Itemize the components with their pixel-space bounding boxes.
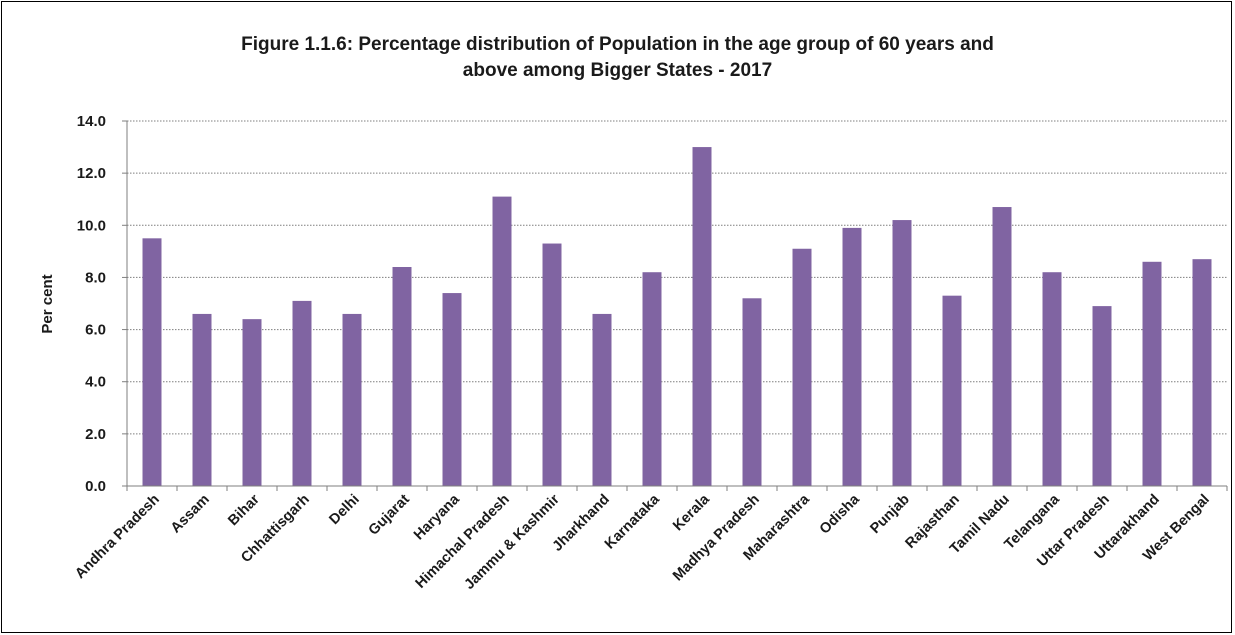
bar-madhya-pradesh: [742, 298, 762, 486]
bar-telangana: [1042, 272, 1062, 486]
bar-kerala: [692, 147, 712, 487]
y-tick-labels: 0.0 2.0 4.0 6.0 8.0 10.0 12.0 14.0: [77, 113, 127, 495]
x-tick-label: Delhi: [326, 492, 362, 528]
bar-tamil-nadu: [992, 207, 1012, 487]
bar-punjab: [892, 220, 912, 487]
x-tick-label: Punjab: [867, 491, 913, 537]
x-tick-label: Jammu & Kashmir: [461, 491, 563, 593]
chart-title: Figure 1.1.6: Percentage distribution of…: [0, 32, 1235, 84]
bars: [142, 147, 1212, 487]
y-tick-label: 8.0: [85, 269, 106, 286]
bar-karnataka: [642, 272, 662, 486]
axes: [126, 121, 1228, 491]
bar-odisha: [842, 227, 862, 486]
x-tick-label: Gujarat: [366, 491, 413, 538]
y-tick-label: 14.0: [77, 113, 106, 130]
x-tick-label: Assam: [168, 492, 213, 537]
y-tick-label: 2.0: [85, 426, 106, 443]
x-tick-label: Himachal Pradesh: [413, 492, 513, 592]
y-tick-label: 0.0: [85, 478, 106, 495]
bar-chhattisgarh: [292, 300, 312, 486]
bar-jammu-kashmir: [542, 243, 562, 486]
bar-uttarakhand: [1142, 261, 1162, 486]
bar-delhi: [342, 313, 362, 486]
x-tick-label: Odisha: [817, 491, 864, 538]
y-tick-label: 12.0: [77, 165, 106, 182]
bar-andhra-pradesh: [142, 238, 162, 486]
x-tick-label: Andhra Pradesh: [72, 492, 163, 583]
bar-rajasthan: [942, 295, 962, 486]
chart-title-line-1: Figure 1.1.6: Percentage distribution of…: [241, 34, 994, 55]
bar-assam: [192, 313, 212, 486]
bar-gujarat: [392, 267, 412, 486]
x-tick-label: Kerala: [670, 491, 713, 534]
bar-jharkhand: [592, 313, 612, 486]
chart-title-line-2: above among Bigger States - 2017: [462, 60, 773, 81]
x-tick-label: Karnataka: [602, 491, 664, 553]
bar-bihar: [242, 319, 262, 486]
x-tick-label: Bihar: [225, 491, 263, 529]
bar-haryana: [442, 293, 462, 486]
bar-west-bengal: [1192, 259, 1212, 486]
bar-uttar-pradesh: [1092, 306, 1112, 486]
y-tick-label: 4.0: [85, 374, 106, 391]
y-axis-title: Per cent: [39, 274, 56, 333]
x-tick-label: Haryana: [411, 491, 463, 543]
y-tick-label: 6.0: [85, 322, 106, 339]
y-tick-label: 10.0: [77, 217, 106, 234]
bar-himachal-pradesh: [492, 196, 512, 486]
gridlines: [127, 120, 1227, 435]
bar-maharashtra: [792, 248, 812, 486]
x-tick-label: Madhya Pradesh: [670, 492, 763, 585]
